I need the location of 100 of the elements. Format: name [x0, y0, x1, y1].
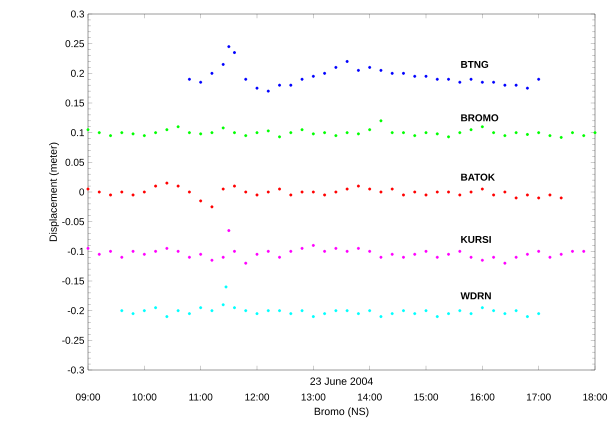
point: [570, 250, 574, 253]
point: [256, 86, 258, 90]
point: [537, 131, 540, 134]
point: [492, 256, 496, 259]
y-tick-label: 0.05: [65, 158, 84, 166]
point: [312, 190, 315, 194]
point: [368, 250, 372, 253]
point: [176, 184, 180, 188]
point: [492, 131, 496, 134]
point: [266, 90, 270, 93]
point: [379, 190, 382, 194]
point: [312, 74, 315, 78]
point: [210, 205, 214, 208]
point: [458, 193, 462, 196]
point: [244, 190, 248, 194]
point: [368, 188, 372, 191]
point: [492, 193, 496, 196]
point: [109, 134, 112, 138]
x-tick-label: 15:00: [414, 394, 438, 401]
point: [458, 250, 462, 253]
point: [165, 128, 168, 132]
point: [278, 188, 282, 191]
point: [132, 193, 135, 196]
point: [289, 131, 292, 134]
point: [379, 315, 382, 318]
point: [379, 119, 382, 122]
point: [413, 312, 416, 316]
point: [312, 244, 315, 247]
point: [582, 250, 586, 253]
point: [560, 196, 563, 200]
point: [514, 256, 518, 259]
y-tick-label: -0.1: [68, 248, 84, 255]
point: [503, 190, 506, 194]
point: [120, 309, 124, 312]
point: [413, 74, 416, 78]
point: [300, 128, 304, 132]
point: [470, 190, 473, 194]
point: [346, 60, 349, 63]
y-tick-label: -0.25: [62, 336, 84, 344]
point: [300, 78, 304, 81]
point: [537, 196, 540, 200]
point: [390, 312, 394, 316]
point: [232, 306, 236, 310]
point: [199, 306, 202, 310]
point: [526, 132, 529, 136]
x-tick-label: 11:00: [189, 394, 212, 401]
y-tick-label: -0.3: [68, 366, 84, 374]
text: 23 June 2004: [310, 378, 373, 385]
point: [323, 72, 326, 75]
y-tick-label: 0.1: [71, 129, 84, 136]
point: [256, 193, 258, 196]
point: [142, 190, 146, 194]
point: [503, 134, 506, 138]
series-label: KURSI: [461, 236, 491, 243]
point: [436, 256, 439, 259]
point: [368, 309, 372, 312]
point: [458, 80, 462, 84]
point: [227, 229, 230, 232]
point: [402, 256, 405, 259]
point: [470, 78, 473, 81]
point: [356, 312, 360, 316]
point: [323, 312, 326, 316]
point: [356, 132, 360, 136]
point: [480, 258, 484, 262]
point: [210, 131, 214, 134]
point: [390, 131, 394, 134]
point: [526, 252, 529, 256]
point: [379, 68, 382, 72]
point: [232, 131, 236, 134]
point: [356, 246, 360, 250]
point: [402, 193, 405, 196]
point: [548, 134, 552, 138]
y-tick-label: 0.25: [65, 40, 84, 48]
point: [424, 309, 428, 312]
point: [390, 252, 394, 256]
point: [537, 250, 540, 253]
point: [224, 285, 228, 288]
point: [165, 246, 168, 250]
point: [594, 131, 596, 134]
y-axis-title: Displacement (meter): [49, 142, 59, 242]
x-tick-label: 09:00: [76, 394, 100, 401]
point: [278, 309, 282, 312]
point: [560, 136, 563, 139]
point: [199, 199, 202, 202]
point: [356, 184, 360, 188]
point: [86, 246, 90, 250]
x-tick-label: 18:00: [583, 394, 608, 401]
point: [436, 315, 439, 318]
point: [537, 78, 540, 81]
point: [503, 262, 506, 265]
point: [402, 72, 405, 75]
point: [176, 309, 180, 312]
point: [120, 256, 124, 259]
point: [244, 134, 248, 138]
point: [470, 128, 473, 132]
point: [492, 80, 496, 84]
point: [120, 131, 124, 134]
point: [323, 193, 326, 196]
point: [323, 131, 326, 134]
point: [368, 128, 372, 132]
